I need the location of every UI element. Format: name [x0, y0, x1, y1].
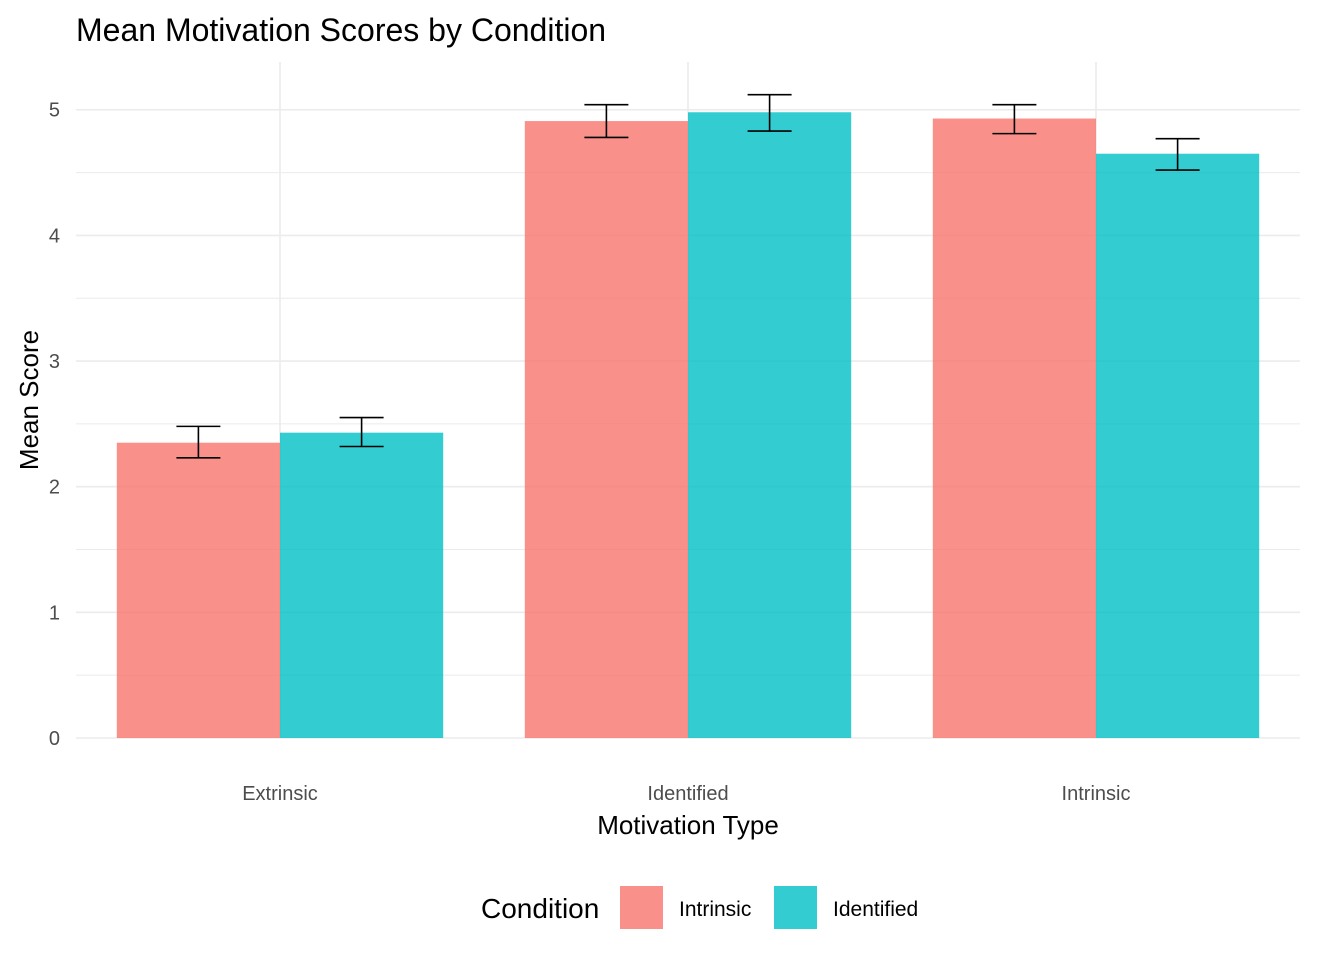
bar-intrinsic-extrinsic [116, 442, 280, 738]
legend: Condition Intrinsic Identified [481, 886, 918, 929]
y-axis-title: Mean Score [14, 330, 44, 470]
bar-intrinsic-intrinsic [932, 118, 1096, 739]
y-tick-label: 4 [49, 225, 60, 247]
bar-intrinsic-identified [524, 121, 688, 738]
errorbar-intrinsic-identified [584, 103, 629, 139]
legend-key-intrinsic [620, 886, 663, 929]
legend-key-identified [774, 886, 817, 929]
bar-identified-identified [688, 112, 852, 738]
legend-label-intrinsic: Intrinsic [679, 898, 751, 921]
bar-identified-intrinsic [1096, 153, 1260, 738]
y-tick-label: 2 [49, 477, 60, 499]
errorbar-identified-extrinsic [339, 416, 384, 448]
errorbar-identified-intrinsic [1155, 137, 1200, 171]
y-tick-label: 1 [49, 602, 60, 624]
errorbars-layer [176, 93, 1200, 459]
legend-title: Condition [481, 893, 599, 924]
x-tick-label-intrinsic: Intrinsic [1062, 783, 1131, 805]
errorbar-intrinsic-intrinsic [992, 103, 1037, 135]
x-tick-label-identified: Identified [647, 783, 728, 805]
x-axis-title: Motivation Type [597, 810, 779, 840]
ticks-layer: 0 1 2 3 4 5 Extrinsic Identified Intrinsic [49, 100, 1131, 805]
y-tick-label: 3 [49, 351, 60, 373]
x-tick-label-extrinsic: Extrinsic [242, 783, 318, 805]
bars-layer [116, 112, 1260, 739]
y-tick-label: 0 [49, 728, 60, 750]
chart-title: Mean Motivation Scores by Condition [76, 12, 606, 48]
errorbar-intrinsic-extrinsic [176, 425, 221, 459]
errorbar-identified-identified [747, 93, 792, 132]
legend-label-identified: Identified [833, 898, 918, 921]
bar-identified-extrinsic [280, 432, 444, 738]
y-tick-label: 5 [49, 100, 60, 122]
